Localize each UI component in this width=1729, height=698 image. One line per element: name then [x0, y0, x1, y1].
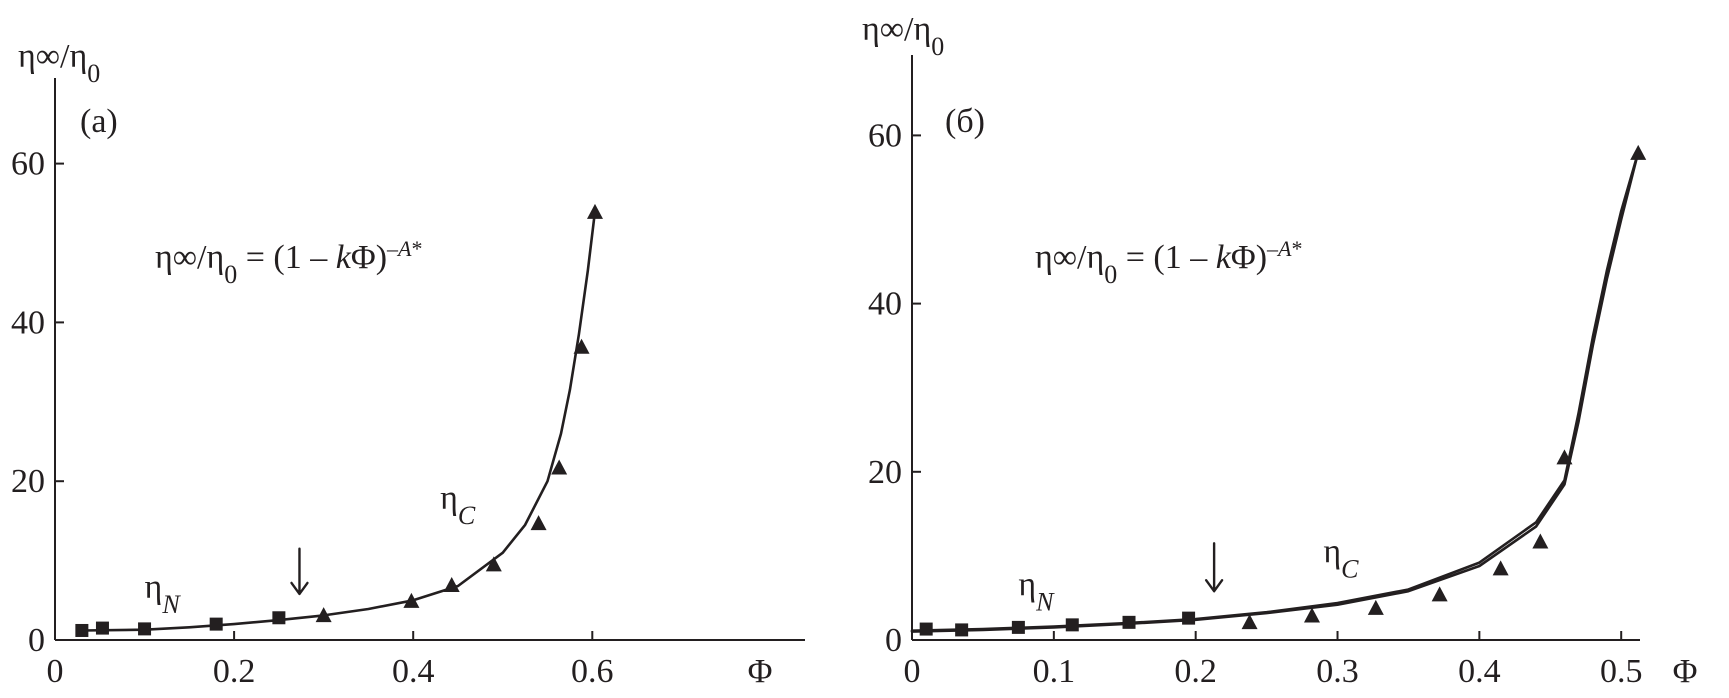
x-tick-label: 0.2 [1174, 653, 1217, 690]
chart-panel-a: 0 20 40 60 0 0.2 0.4 0.6 Φη∞/η0 (a) η∞/η0 = (1 – k… [11, 38, 805, 690]
triangle-point [1556, 449, 1573, 465]
eta-c-label: ηC [1323, 534, 1359, 584]
square-point [1122, 615, 1136, 629]
triangle-point [443, 577, 460, 593]
x-tick-label: 0.5 [1600, 653, 1643, 690]
panel-label: (a) [80, 103, 118, 140]
square-point [955, 623, 969, 637]
x-tick-label: 0.1 [1033, 653, 1076, 690]
y-tick-label: 40 [868, 286, 902, 323]
y-tick-label: 40 [11, 304, 45, 341]
triangle-point [1532, 533, 1549, 549]
triangle-point [1303, 607, 1320, 623]
eta-n-label: ηN [1018, 566, 1055, 616]
eta-n-label: ηN [145, 569, 182, 619]
square-point [1011, 620, 1025, 634]
chart-panel-b: 0 20 40 60 0 0.1 0.2 0.3 0.4 0.5 Φη∞/η0 (б) η∞/η0 = … [862, 11, 1697, 690]
triangle-point [485, 556, 502, 572]
x-tick-label: 0 [47, 653, 64, 690]
square-point [75, 623, 89, 637]
triangle-point [1367, 599, 1384, 615]
triangle-point [551, 459, 568, 475]
x-axis-label: Φ [748, 653, 773, 690]
y-axis-label: η∞/η0 [18, 38, 100, 88]
y-tick-label: 20 [868, 454, 902, 491]
triangle-point [1431, 586, 1448, 602]
triangle-point [1241, 614, 1258, 630]
triangle-point [315, 607, 332, 623]
x-tick-label: 0 [904, 653, 921, 690]
y-tick-label: 20 [11, 463, 45, 500]
triangle-point [1492, 560, 1509, 576]
fit-curve [910, 150, 1640, 632]
square-point [919, 622, 933, 636]
square-point [1182, 611, 1196, 625]
y-tick-label: 0 [885, 622, 902, 659]
triangle-point [586, 203, 603, 219]
threshold-arrow [1204, 542, 1224, 593]
square-point [209, 617, 223, 631]
x-axis-label: Φ [1673, 653, 1698, 690]
square-point [138, 622, 152, 636]
square-point [1065, 618, 1079, 632]
formula-label: η∞/η0 = (1 – kΦ)–A* [155, 236, 422, 289]
square-point [272, 611, 286, 625]
y-tick-label: 0 [28, 622, 45, 659]
y-tick-label: 60 [11, 146, 45, 183]
eta-c-label: ηC [440, 480, 476, 530]
square-point [95, 621, 109, 635]
panel-label: (б) [945, 103, 985, 140]
y-axis-label: η∞/η0 [862, 11, 944, 61]
x-tick-label: 0.2 [213, 653, 256, 690]
triangle-point [403, 592, 420, 608]
formula-label: η∞/η0 = (1 – kΦ)–A* [1035, 236, 1302, 289]
x-tick-label: 0.6 [571, 653, 614, 690]
x-tick-label: 0.4 [392, 653, 435, 690]
triangle-point [530, 515, 547, 531]
fit-curve [910, 150, 1640, 633]
threshold-arrow [290, 547, 309, 596]
triangle-point [1630, 144, 1647, 160]
y-tick-label: 60 [868, 117, 902, 154]
x-tick-label: 0.3 [1316, 653, 1359, 690]
x-tick-label: 0.4 [1458, 653, 1501, 690]
triangle-point [573, 338, 590, 354]
